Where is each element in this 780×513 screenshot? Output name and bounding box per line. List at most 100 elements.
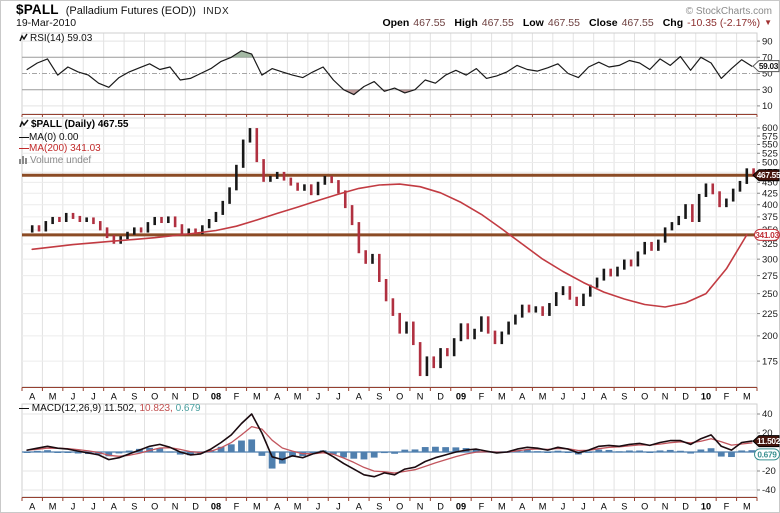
svg-text:M: M: [498, 502, 506, 512]
svg-text:S: S: [376, 392, 382, 402]
chart-header-row1: $PALL (Palladium Futures (EOD)) INDX © S…: [16, 2, 772, 17]
svg-text:N: N: [172, 502, 179, 512]
svg-text:425: 425: [762, 188, 778, 199]
svg-text:08: 08: [211, 392, 221, 402]
svg-text:09: 09: [456, 392, 466, 402]
svg-text:F: F: [479, 502, 485, 512]
svg-text:M: M: [49, 392, 57, 402]
svg-text:20: 20: [762, 428, 773, 439]
svg-text:D: D: [682, 502, 689, 512]
svg-text:M: M: [294, 392, 302, 402]
svg-text:11.502: 11.502: [757, 436, 780, 446]
svg-text:A: A: [601, 502, 608, 512]
svg-text:-20: -20: [762, 466, 776, 477]
svg-text:J: J: [581, 502, 586, 512]
svg-text:N: N: [417, 502, 424, 512]
macd-plot: [23, 413, 756, 478]
svg-text:40: 40: [762, 409, 773, 420]
svg-text:O: O: [151, 502, 158, 512]
svg-text:M: M: [743, 392, 751, 402]
svg-text:59.03: 59.03: [759, 61, 779, 71]
svg-text:M: M: [253, 502, 261, 512]
svg-text:O: O: [641, 392, 648, 402]
svg-text:300: 300: [762, 254, 778, 265]
svg-text:N: N: [662, 392, 669, 402]
x-axis-labels: A M J J A S O N D 08 F M A M J J A S O N D 09 F M A M J J A S O N D 10 F M A…: [29, 392, 750, 512]
svg-text:M: M: [743, 502, 751, 512]
svg-text:09: 09: [456, 502, 466, 512]
svg-text:500: 500: [762, 158, 778, 169]
svg-text:225: 225: [762, 309, 778, 320]
svg-text:A: A: [601, 392, 608, 402]
svg-text:J: J: [561, 502, 566, 512]
quote-strip: Open 467.55 High 467.55 Low 467.55 Close…: [382, 17, 772, 29]
svg-text:10: 10: [762, 101, 773, 112]
svg-text:N: N: [662, 502, 669, 512]
svg-text:O: O: [396, 502, 403, 512]
svg-text:J: J: [316, 502, 321, 512]
change-down-arrow-icon: ▼: [764, 17, 772, 27]
svg-text:90: 90: [762, 36, 773, 47]
svg-text:M: M: [539, 502, 547, 512]
change-value: -10.35 (-2.17%): [687, 16, 761, 29]
svg-text:467.55: 467.55: [757, 170, 780, 180]
svg-text:341.03: 341.03: [755, 230, 779, 240]
change-label: Chg: [662, 16, 684, 29]
svg-text:A: A: [519, 392, 526, 402]
svg-text:550: 550: [762, 140, 778, 151]
svg-text:S: S: [131, 392, 137, 402]
svg-text:275: 275: [762, 271, 778, 282]
svg-text:N: N: [417, 392, 424, 402]
instrument-name: (Palladium Futures (EOD)): [65, 5, 196, 17]
svg-text:A: A: [356, 502, 363, 512]
copyright-watermark: © StockCharts.com: [685, 6, 772, 17]
svg-text:M: M: [294, 502, 302, 512]
open-value: 467.55: [413, 16, 446, 29]
svg-text:08: 08: [211, 502, 221, 512]
exchange-label: INDX: [202, 6, 230, 17]
svg-text:J: J: [91, 502, 96, 512]
svg-text:575: 575: [762, 131, 778, 142]
price-plot: [22, 128, 757, 377]
chart-date: 19-Mar-2010: [16, 16, 77, 29]
svg-text:A: A: [274, 392, 281, 402]
high-label: High: [454, 16, 478, 29]
y-axis-labels: 9070503010600575550525500475450425400375…: [757, 36, 778, 496]
svg-text:F: F: [724, 502, 730, 512]
svg-text:50: 50: [762, 69, 773, 80]
svg-text:F: F: [479, 392, 485, 402]
svg-text:250: 250: [762, 289, 778, 300]
axes: [21, 114, 758, 501]
rsi-plot: [26, 50, 753, 96]
svg-text:J: J: [71, 392, 76, 402]
svg-text:70: 70: [762, 53, 773, 64]
svg-text:J: J: [561, 392, 566, 402]
svg-text:O: O: [641, 502, 648, 512]
svg-text:A: A: [29, 502, 36, 512]
svg-text:525: 525: [762, 148, 778, 159]
svg-text:0.679: 0.679: [757, 449, 777, 459]
svg-text:D: D: [437, 392, 444, 402]
svg-text:O: O: [151, 392, 158, 402]
svg-text:A: A: [274, 502, 281, 512]
svg-text:325: 325: [762, 239, 778, 250]
svg-text:M: M: [49, 502, 57, 512]
svg-text:D: D: [682, 392, 689, 402]
svg-text:F: F: [724, 392, 730, 402]
svg-text:M: M: [253, 392, 261, 402]
svg-text:-40: -40: [762, 485, 776, 496]
svg-text:J: J: [581, 392, 586, 402]
svg-text:D: D: [192, 502, 199, 512]
svg-text:O: O: [396, 392, 403, 402]
svg-text:F: F: [234, 392, 240, 402]
svg-text:A: A: [519, 502, 526, 512]
svg-text:M: M: [539, 392, 547, 402]
grid: [21, 32, 758, 498]
svg-text:A: A: [111, 392, 118, 402]
svg-text:D: D: [437, 502, 444, 512]
svg-text:450: 450: [762, 178, 778, 189]
svg-text:175: 175: [762, 356, 778, 367]
svg-text:600: 600: [762, 123, 778, 134]
